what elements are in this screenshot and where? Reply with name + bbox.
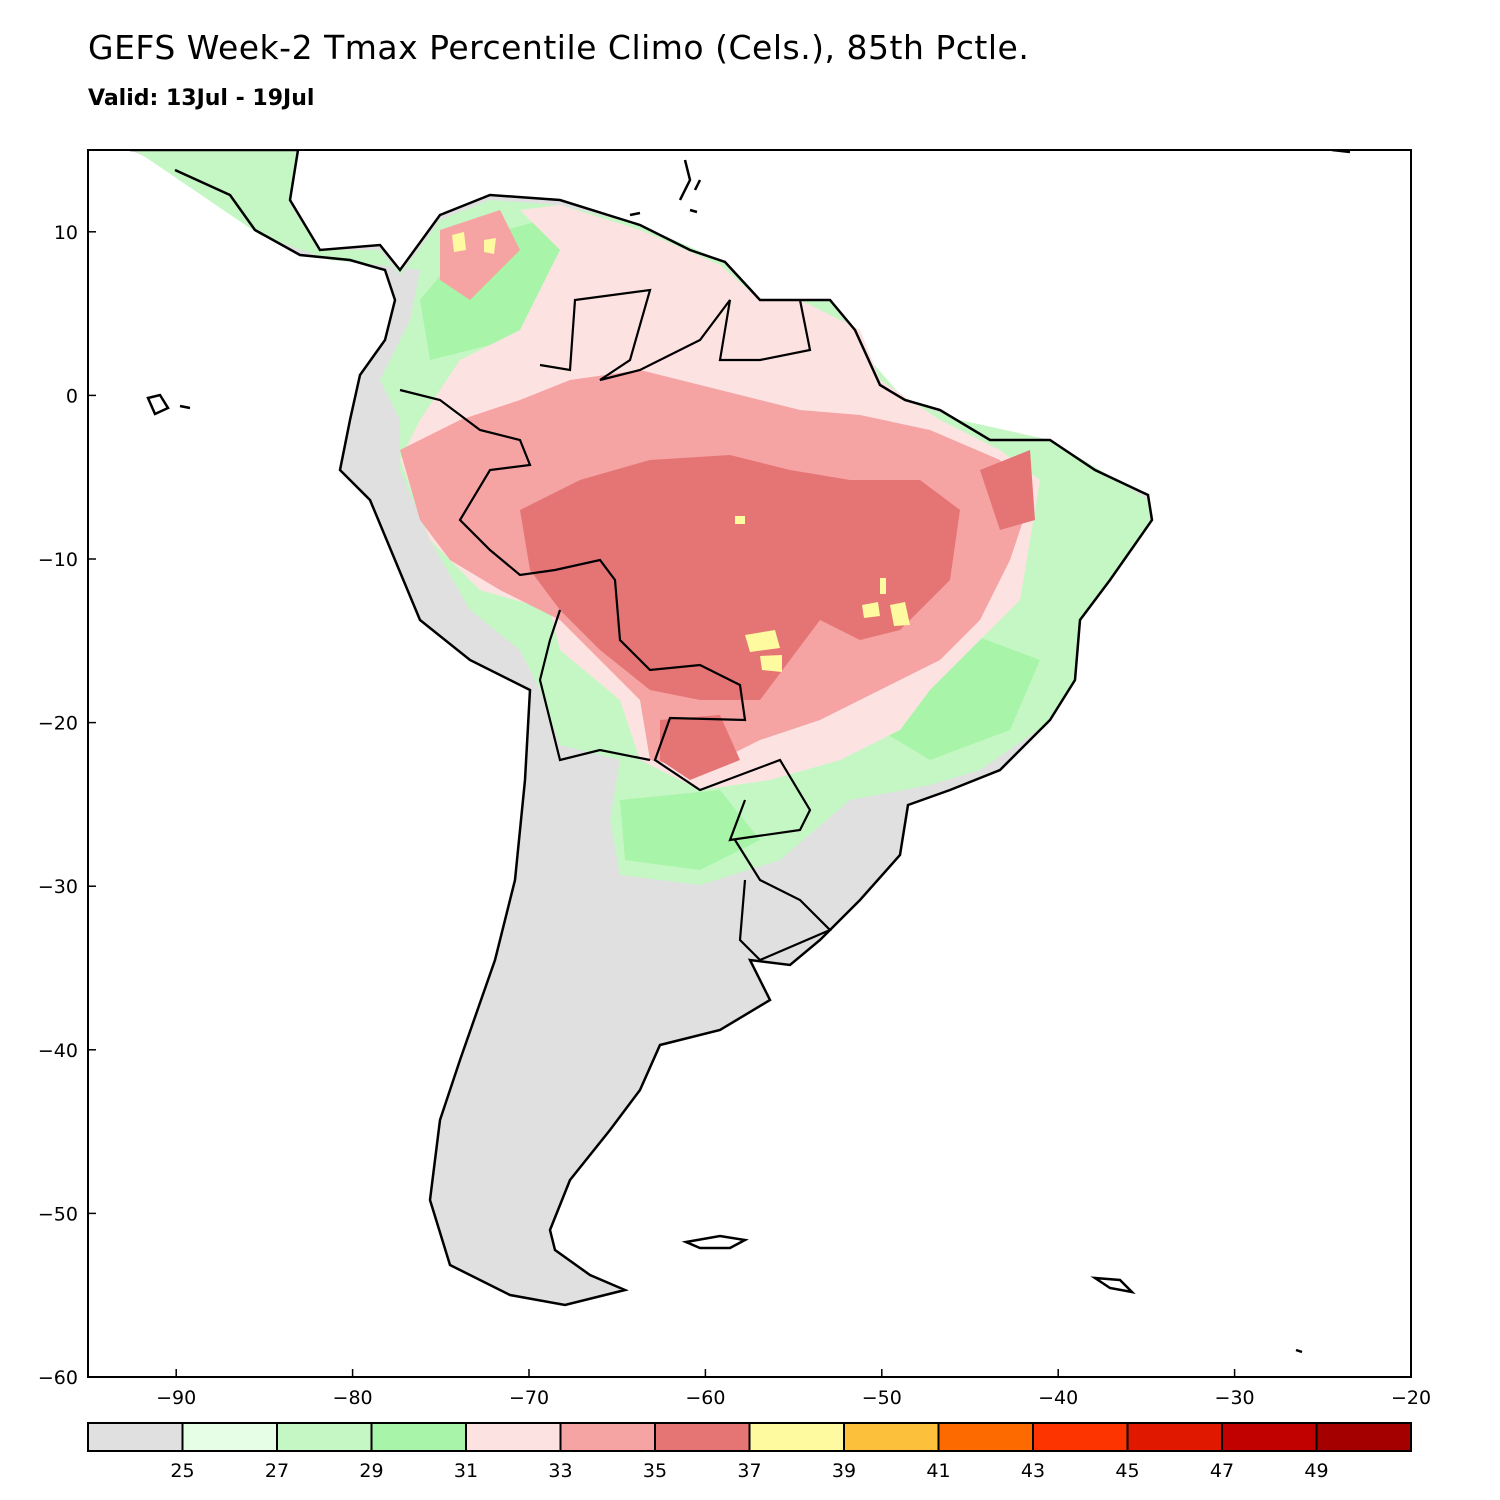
axis-ticks: −90 −80 −70 −60 −50 −40 −30 −20 10 0 −10 −20 −30 −40 −… xyxy=(38,222,1431,1409)
colorbar-label: 49 xyxy=(1304,1460,1328,1482)
lat-tick-label: −20 xyxy=(38,713,78,735)
colorbar-label: 45 xyxy=(1115,1460,1139,1482)
colorbar-swatch xyxy=(1032,1422,1129,1452)
colorbar-swatch xyxy=(843,1422,940,1452)
colorbar-label: 31 xyxy=(454,1460,478,1482)
colorbar-swatch xyxy=(276,1422,373,1452)
country-borders xyxy=(399,288,832,962)
colorbar-label: 39 xyxy=(832,1460,856,1482)
colorbar-swatch xyxy=(559,1422,656,1452)
colorbar-swatch xyxy=(748,1422,845,1452)
lat-tick-label: −50 xyxy=(38,1203,78,1225)
map-title: GEFS Week-2 Tmax Percentile Climo (Cels.… xyxy=(88,28,1030,67)
islands xyxy=(146,150,1351,1354)
lon-tick-label: −90 xyxy=(156,1387,196,1409)
colorbar-swatch xyxy=(465,1422,562,1452)
lon-tick-label: −40 xyxy=(1038,1387,1078,1409)
colorbar-label: 47 xyxy=(1210,1460,1234,1482)
lon-tick-label: −20 xyxy=(1391,1387,1431,1409)
colorbar-label: 35 xyxy=(643,1460,667,1482)
colorbar-label: 29 xyxy=(359,1460,383,1482)
lat-tick-label: 10 xyxy=(54,222,78,244)
lat-tick-label: −30 xyxy=(38,876,78,898)
band-35-37 xyxy=(520,450,1035,780)
lat-tick-label: 0 xyxy=(66,385,78,407)
colorbar-swatch xyxy=(654,1422,751,1452)
colorbar-swatch xyxy=(87,1422,184,1452)
colorbar-label: 27 xyxy=(265,1460,289,1482)
lat-tick-label: −60 xyxy=(38,1367,78,1389)
lon-tick-label: −30 xyxy=(1215,1387,1255,1409)
lon-tick-label: −60 xyxy=(685,1387,725,1409)
colorbar: 25 27 29 31 33 35 37 39 41 43 45 47 49 xyxy=(87,1422,1412,1482)
colorbar-swatch xyxy=(1221,1422,1318,1452)
lon-tick-label: −50 xyxy=(862,1387,902,1409)
colorbar-label: 43 xyxy=(1021,1460,1045,1482)
colorbar-label: 37 xyxy=(737,1460,761,1482)
plot-frame xyxy=(87,149,1412,1378)
colorbar-swatch xyxy=(181,1422,278,1452)
colorbar-swatch xyxy=(1126,1422,1223,1452)
map-field xyxy=(130,150,1351,1354)
map-subtitle: Valid: 13Jul - 19Jul xyxy=(88,86,315,111)
colorbar-swatch xyxy=(937,1422,1034,1452)
lat-tick-label: −10 xyxy=(38,549,78,571)
lat-tick-label: −40 xyxy=(38,1040,78,1062)
colorbar-label: 33 xyxy=(548,1460,572,1482)
colorbar-swatch xyxy=(1315,1422,1412,1452)
colorbar-label: 25 xyxy=(170,1460,194,1482)
lon-tick-label: −70 xyxy=(509,1387,549,1409)
lon-tick-label: −80 xyxy=(333,1387,373,1409)
coastline xyxy=(130,150,1154,1307)
colorbar-label: 41 xyxy=(926,1460,950,1482)
colorbar-swatch xyxy=(370,1422,467,1452)
